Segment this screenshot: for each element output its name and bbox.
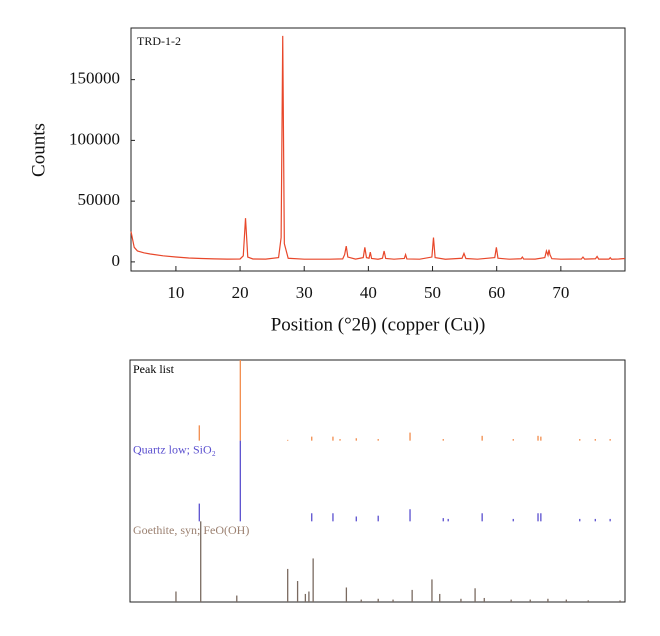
x-tick-label: 60 [488, 283, 505, 302]
x-axis-label: Position (°2θ) (copper (Cu)) [271, 314, 486, 335]
x-tick-label: 50 [424, 283, 441, 302]
y-tick-label: 100000 [69, 129, 120, 148]
x-tick-label: 10 [167, 283, 184, 302]
legend-label: Peak list [133, 362, 175, 376]
x-tick-label: 40 [360, 283, 377, 302]
plot-frame [130, 27, 626, 272]
y-tick-label: 50000 [78, 190, 121, 209]
stick-frame [129, 359, 626, 603]
annotation: TRD-1-2 [137, 34, 181, 48]
legend-label: Quartz low; SiO₂ [133, 442, 216, 456]
y-tick-label: 150000 [69, 69, 120, 88]
data-line [130, 35, 626, 260]
x-tick-label: 30 [296, 283, 313, 302]
x-tick-label: 70 [552, 283, 569, 302]
legend-label: Goethite, syn; FeO(OH) [133, 523, 249, 537]
x-tick-label: 20 [232, 283, 249, 302]
y-tick-label: 0 [112, 251, 121, 270]
y-axis-label: Counts [28, 123, 49, 177]
